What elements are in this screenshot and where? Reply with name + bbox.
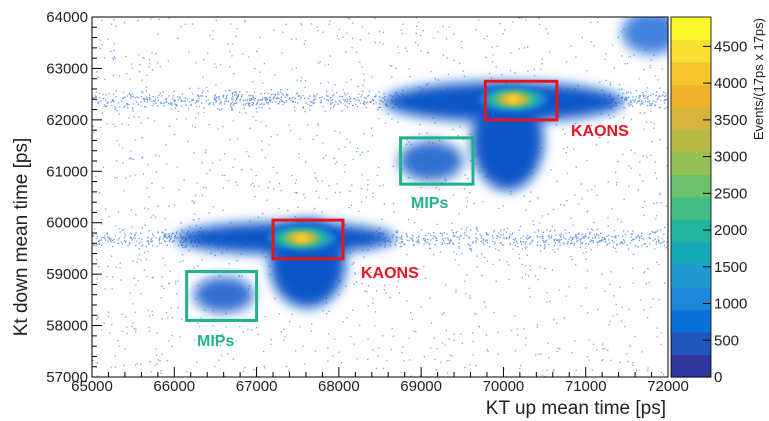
x-tick-label: 70000 [483,378,525,395]
kaons-label-2: KAONS [571,123,629,140]
colorbar-segment [671,354,711,378]
x-tick-label: 66000 [153,378,195,395]
kaon-selection-box-1 [271,218,345,261]
mip-selection-box-3 [185,270,259,322]
mips-label-2: MIPs [411,195,448,212]
colorbar-segment [671,84,711,108]
plot-background [92,17,668,377]
colorbar-segment [671,62,711,86]
colorbar-frame [670,16,712,378]
x-tick-label: 71000 [565,378,607,395]
colorbar-title: Events/(17ps x 17ps) [751,18,766,140]
colorbar-segment [671,309,711,333]
colorbar-segment [671,287,711,311]
x-tick-label: 68000 [318,378,360,395]
colorbar-tick-label: 4000 [714,75,747,92]
colorbar-segment [671,242,711,266]
core-ring-2-5 [507,96,520,103]
plot-frame [91,16,669,378]
y-tick-label: 59000 [46,266,88,283]
colorbar-tick-label: 1000 [714,296,747,313]
y-tick-label: 61000 [46,163,88,180]
mip-selection-box-4 [399,136,475,186]
y-tick-label: 62000 [46,112,88,129]
colorbar-segment [671,39,711,63]
colorbar-tick-label: 0 [714,369,722,386]
colorbar: 0 500 1000 1500 2000 2500 3000 3500 4000 4500 [670,16,747,386]
y-axis-title: Kt down mean time [ps] [11,138,32,337]
kaon-selection-box-2 [483,79,559,122]
colorbar-segment [671,332,711,356]
x-tick-label: 69000 [400,378,442,395]
kaon-cluster-2-tail [471,90,544,191]
core-ring-1-5 [295,235,308,242]
cluster-cores [267,87,548,251]
colorbar-tick-label: 500 [714,332,739,349]
y-tick-label: 57000 [46,369,88,386]
colorbar-segment [671,129,711,153]
colorbar-segment [671,152,711,176]
y-tick-label: 63000 [46,60,88,77]
colorbar-segment [671,174,711,198]
box-layer [185,79,559,322]
colorbar-segment [671,264,711,288]
axis-layer: 65000 66000 67000 68000 69000 70000 71000 72000… [46,9,689,395]
colorbar-segment [671,219,711,243]
kaons-label-1: KAONS [361,265,419,282]
colorbar-segment [671,197,711,221]
y-tick-label: 60000 [46,215,88,232]
colorbar-tick-label: 3000 [714,149,747,166]
y-tick-label: 64000 [46,9,88,26]
colorbar-tick-label: 4500 [714,38,747,55]
colorbar-tick-label: 2000 [714,222,747,239]
mip-cluster-1 [193,276,254,313]
mip-cluster-2 [399,141,464,181]
colorbar-tick-label: 1500 [714,259,747,276]
x-tick-label: 65000 [71,378,113,395]
colorbar-segment [671,17,711,41]
y-tick-label: 58000 [46,318,88,335]
x-tick-label: 67000 [236,378,278,395]
x-tick-label: 72000 [647,378,689,395]
colorbar-segment [671,107,711,131]
colorbar-tick-label: 2500 [714,185,747,202]
mips-label-1: MIPs [197,333,234,350]
corner-patch [621,17,668,55]
x-axis-title: KT up mean time [ps] [486,398,666,419]
colorbar-tick-label: 3500 [714,112,747,129]
